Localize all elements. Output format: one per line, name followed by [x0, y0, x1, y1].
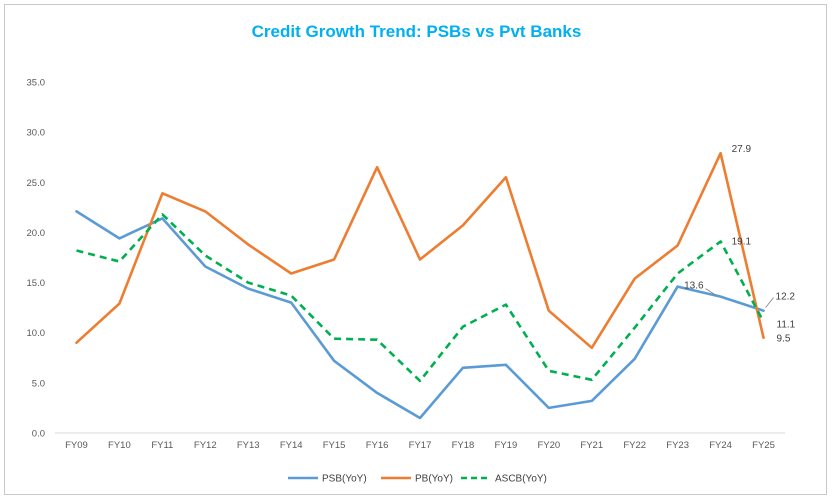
x-tick-label: FY14 [280, 440, 303, 451]
data-label: 11.1 [777, 320, 796, 331]
x-tick-label: FY15 [323, 440, 346, 451]
legend-label: PSB(YoY) [322, 474, 367, 485]
x-tick-label: FY20 [537, 440, 560, 451]
series-line-ascb-yoy [76, 213, 765, 383]
x-tick-label: FY21 [580, 440, 603, 451]
y-tick-label: 0.0 [32, 429, 45, 440]
x-tick-label: FY22 [623, 440, 646, 451]
data-label: 12.2 [776, 292, 796, 303]
y-tick-label: 30.0 [27, 128, 46, 139]
series-line-psb-yoy [75, 210, 765, 420]
x-tick-label: FY16 [366, 440, 389, 451]
data-label: 27.9 [732, 144, 752, 155]
data-label-leader [705, 288, 717, 296]
data-label: 19.1 [732, 236, 752, 247]
legend-label: PB(YoY) [415, 474, 453, 485]
x-tick-label: FY10 [108, 440, 131, 451]
x-tick-label: FY11 [151, 440, 173, 451]
data-label: 9.5 [777, 334, 791, 345]
x-tick-label: FY09 [65, 440, 88, 451]
y-tick-label: 5.0 [32, 378, 45, 389]
data-label: 13.6 [684, 281, 704, 292]
legend-item: ASCB(YoY) [461, 474, 547, 485]
chart-title: Credit Growth Trend: PSBs vs Pvt Banks [251, 22, 582, 41]
legend-item: PSB(YoY) [288, 474, 367, 485]
x-tick-label: FY19 [495, 440, 518, 451]
series-line-pb-yoy [75, 151, 765, 350]
x-tick-label: FY18 [452, 440, 475, 451]
legend-label: ASCB(YoY) [495, 474, 547, 485]
y-tick-label: 25.0 [27, 178, 46, 189]
x-tick-label: FY13 [237, 440, 260, 451]
legend-item: PB(YoY) [381, 474, 453, 485]
y-tick-label: 15.0 [27, 278, 46, 289]
x-tick-label: FY12 [194, 440, 217, 451]
y-tick-label: 20.0 [27, 228, 46, 239]
x-tick-label: FY24 [709, 440, 732, 451]
y-tick-label: 10.0 [27, 328, 46, 339]
x-tick-label: FY17 [409, 440, 432, 451]
x-tick-label: FY25 [752, 440, 775, 451]
x-tick-label: FY23 [666, 440, 689, 451]
y-tick-label: 35.0 [27, 78, 46, 89]
data-label-leader [765, 297, 774, 308]
